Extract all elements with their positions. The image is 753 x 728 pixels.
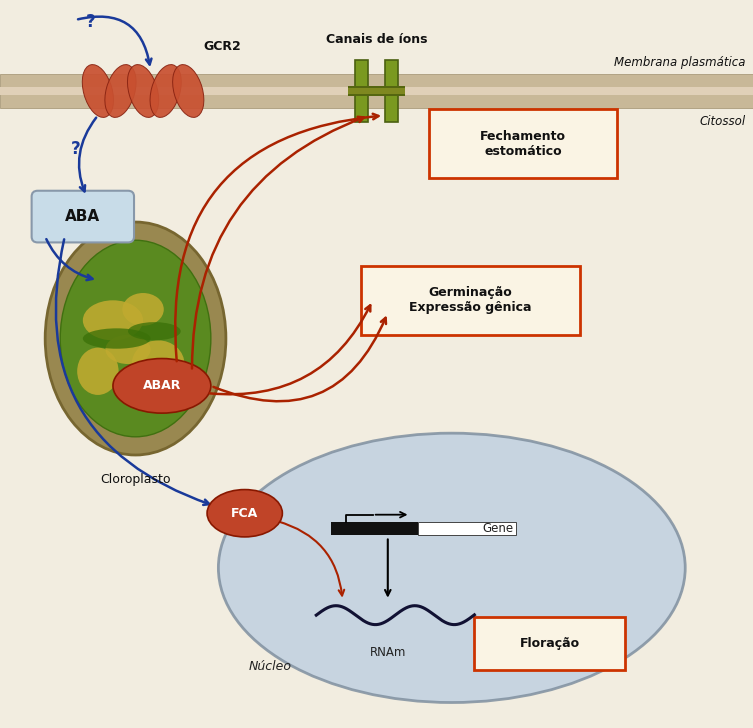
Ellipse shape <box>150 65 181 117</box>
Text: Cloroplasto: Cloroplasto <box>100 473 171 486</box>
Bar <box>331 522 418 535</box>
Text: ABAR: ABAR <box>143 379 181 392</box>
FancyBboxPatch shape <box>361 266 580 335</box>
Text: Gene: Gene <box>482 522 513 535</box>
FancyBboxPatch shape <box>32 191 134 242</box>
Ellipse shape <box>207 489 282 537</box>
Ellipse shape <box>218 433 685 703</box>
Ellipse shape <box>83 300 143 340</box>
Text: ?: ? <box>86 13 95 31</box>
Text: Floração: Floração <box>520 637 580 650</box>
Ellipse shape <box>105 335 151 364</box>
Ellipse shape <box>113 358 211 414</box>
Text: ABA: ABA <box>66 209 100 224</box>
Ellipse shape <box>82 65 114 117</box>
Text: Fechamento
estomático: Fechamento estomático <box>480 130 566 158</box>
Text: Núcleo: Núcleo <box>248 660 291 673</box>
Bar <box>348 88 405 94</box>
Bar <box>0 87 753 95</box>
Ellipse shape <box>122 293 164 326</box>
Text: Citossol: Citossol <box>700 116 745 128</box>
Ellipse shape <box>45 222 226 455</box>
Text: FCA: FCA <box>231 507 258 520</box>
Ellipse shape <box>172 65 204 117</box>
Ellipse shape <box>132 340 184 387</box>
FancyBboxPatch shape <box>429 109 617 178</box>
Bar <box>355 60 368 122</box>
Text: RNAm: RNAm <box>370 646 406 660</box>
Text: Canais de íons: Canais de íons <box>326 33 427 46</box>
Ellipse shape <box>78 347 119 395</box>
Bar <box>0 74 753 108</box>
Bar <box>418 522 516 535</box>
Text: Germinação
Expressão gênica: Germinação Expressão gênica <box>410 286 532 314</box>
Ellipse shape <box>128 322 181 340</box>
Ellipse shape <box>83 328 151 349</box>
Ellipse shape <box>60 240 211 437</box>
FancyBboxPatch shape <box>474 617 625 670</box>
Text: Membrana plasmática: Membrana plasmática <box>614 56 745 69</box>
Bar <box>385 60 398 122</box>
Text: GCR2: GCR2 <box>203 39 241 52</box>
Text: ?: ? <box>71 140 80 158</box>
Ellipse shape <box>105 65 136 117</box>
Bar <box>348 86 405 96</box>
Ellipse shape <box>127 65 159 117</box>
